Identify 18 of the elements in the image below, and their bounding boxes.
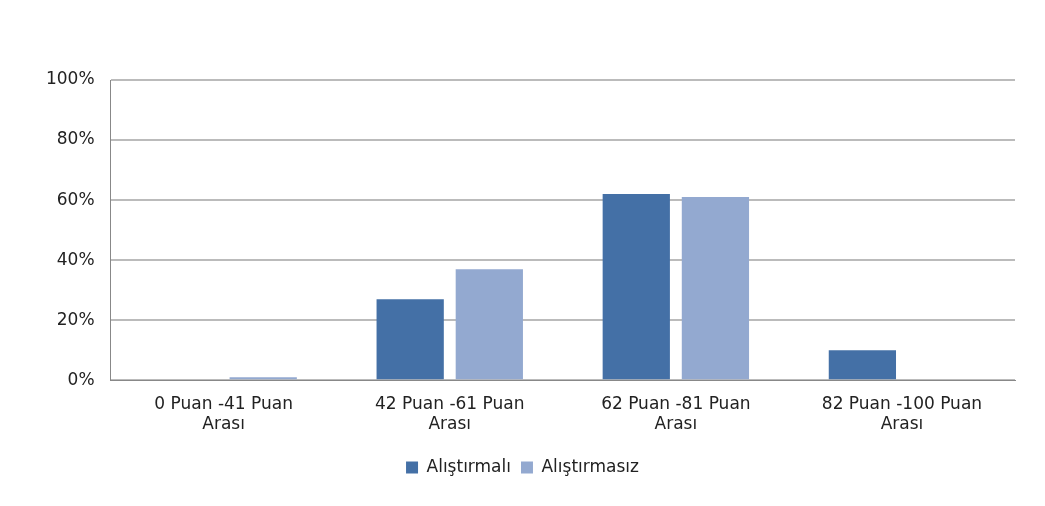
bar <box>229 377 297 380</box>
bar <box>455 269 523 380</box>
legend-label: Alıştırmasız <box>541 455 640 476</box>
bar <box>602 194 670 380</box>
x-tick-label: 42 Puan -61 Puan Arası <box>375 392 525 434</box>
x-tick-label: 0 Puan -41 Puan Arası <box>154 392 293 434</box>
y-tick-label: 80% <box>56 128 95 149</box>
y-tick-label: 60% <box>56 188 95 209</box>
y-tick-label: 0% <box>67 368 95 389</box>
x-tick-label: 62 Puan -81 Puan Arası <box>601 392 751 434</box>
y-tick-label: 40% <box>56 248 95 269</box>
y-tick-label: 20% <box>56 308 95 329</box>
legend-label: Alıştırmalı <box>426 455 511 476</box>
bar <box>376 299 444 380</box>
bar <box>828 350 897 380</box>
x-tick-label: 82 Puan -100 Puan Arası <box>821 392 983 434</box>
y-tick-label: 100% <box>45 68 95 89</box>
bar <box>681 197 750 380</box>
